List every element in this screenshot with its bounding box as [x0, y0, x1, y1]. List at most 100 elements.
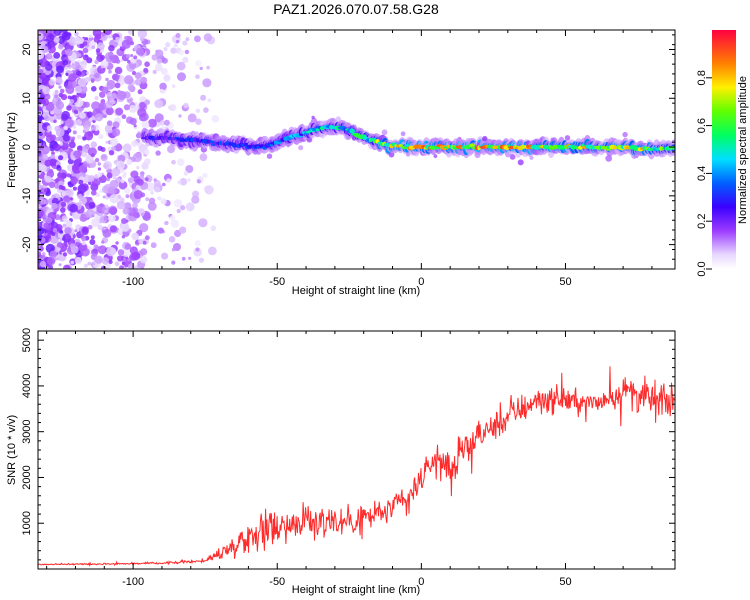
spectrogram-noise-blob [178, 114, 182, 118]
spectrogram-noise-blob [65, 85, 75, 94]
spectrogram-noise-blob [90, 141, 98, 148]
spectrogram-noise-blob [71, 139, 75, 143]
spectrogram-noise-blob [45, 53, 53, 60]
spectrogram-noise-blob [38, 106, 43, 112]
spectrogram-noise-blob [176, 61, 186, 71]
spectrogram-noise-blob [109, 137, 119, 147]
spectrogram-noise-blob [58, 263, 62, 267]
spectrogram-noise-blob [96, 54, 104, 62]
spectrogram-noise-blob [120, 179, 125, 184]
spectrogram-noise-blob [81, 151, 88, 158]
spectrogram-noise-blob [174, 43, 178, 48]
spectrogram-noise-blob [188, 256, 192, 260]
spectrogram-noise-blob [134, 72, 142, 80]
spectrogram-noise-blob [187, 178, 191, 182]
spectrogram-noise-blob [72, 60, 76, 64]
spectrogram-noise-blob [46, 217, 53, 224]
spectrogram-noise-blob [154, 99, 164, 109]
spectrogram-noise-blob [72, 130, 77, 135]
spectrogram-noise-blob [65, 48, 73, 57]
spectrogram-noise-blob [129, 41, 135, 46]
spectrogram-noise-blob [39, 260, 47, 268]
spectrogram-noise-blob [81, 236, 87, 242]
spectrogram-noise-blob [106, 177, 110, 182]
snr-xtick-label: -50 [269, 576, 285, 588]
spectrogram-noise-blob [116, 200, 126, 210]
spectrogram-noise-blob [38, 181, 41, 185]
spectrogram-noise-blob [106, 120, 113, 126]
spectrogram-noise-blob [114, 261, 120, 267]
spectrogram-noise-blob [70, 260, 75, 265]
spectrogram-noise-blob [203, 33, 213, 42]
spectrogram-noise-blob [57, 164, 61, 169]
spectrogram-noise-blob [70, 155, 76, 161]
spectrogram-noise-blob [121, 39, 131, 49]
spectrogram-noise-blob [48, 79, 56, 86]
spectrogram-noise-blob [42, 214, 46, 218]
spectrogram-noise-blob [195, 60, 202, 67]
spectrogram-noise-blob [40, 165, 47, 172]
snr-xlabel: Height of straight line (km) [292, 584, 420, 596]
spectrogram-noise-blob [185, 202, 195, 212]
spectrogram-noise-blob [103, 30, 112, 36]
spectrogram-noise-blob [58, 184, 64, 190]
snr-xtick-label: 50 [559, 576, 571, 588]
spectrogram-noise-blob [155, 49, 164, 58]
spectrogram-noise-blob [83, 263, 88, 268]
spectrogram-noise-blob [65, 220, 72, 226]
spectrogram-noise-blob [208, 246, 217, 256]
spectrogram-noise-blob [108, 259, 113, 265]
spectrogram-noise-blob [105, 77, 109, 82]
spectrogram-noise-blob [43, 221, 52, 230]
spectrogram-noise-blob [84, 131, 94, 141]
spectrogram-noise-blob [77, 184, 87, 194]
spectrogram-noise-blob [124, 187, 131, 194]
spectrogram-noise-blob [171, 260, 176, 265]
spectrogram-ridge-halo [509, 154, 516, 160]
spectrogram-noise-blob [103, 163, 109, 169]
spectrogram-xtick-label: 0 [418, 276, 424, 288]
spectrogram-noise-blob [72, 163, 80, 171]
colorbar-tick-label: 0.0 [696, 261, 708, 276]
spectrogram-noise-blob [60, 201, 66, 208]
spectrogram-noise-blob [62, 223, 67, 228]
spectrogram-noise-blob [122, 207, 130, 215]
spectrogram-ytick-label: 10 [21, 92, 33, 104]
spectrogram-noise-blob [118, 180, 128, 190]
spectrogram-noise-blob [100, 265, 107, 269]
spectrogram-noise-blob [112, 121, 120, 129]
spectrogram-noise-blob [74, 229, 78, 233]
spectrogram-noise-blob [117, 154, 126, 163]
snr-xtick-label: 0 [418, 576, 424, 588]
spectrogram-noise-blob [177, 158, 185, 166]
spectrogram-noise-blob [44, 146, 51, 153]
spectrogram-noise-blob [64, 118, 74, 128]
spectrogram-noise-blob [170, 47, 177, 54]
spectrogram-noise-blob [53, 119, 57, 124]
spectrogram-ytick-label: 20 [21, 43, 33, 55]
spectrogram-noise-blob [144, 235, 150, 241]
spectrogram-noise-blob [108, 150, 115, 156]
spectrogram-noise-blob [97, 245, 107, 255]
spectrogram-noise-blob [134, 78, 142, 86]
spectrogram-noise-blob [163, 119, 170, 126]
spectrogram-noise-blob [88, 201, 96, 209]
spectrogram-noise-blob [50, 221, 59, 229]
spectrogram-noise-blob [41, 98, 50, 106]
spectrogram-noise-blob [69, 243, 76, 250]
spectrogram-noise-blob [50, 154, 56, 160]
figure-title: PAZ1.2026.070.07.58.G28 [273, 1, 439, 17]
spectrogram-noise-blob [179, 177, 188, 186]
spectrogram-noise-blob [175, 33, 181, 38]
spectrogram-noise-blob [106, 246, 116, 257]
spectrogram-noise-blob [60, 120, 64, 125]
spectrogram-noise-blob [141, 120, 150, 129]
spectrogram-noise-blob [56, 65, 64, 74]
spectrogram-noise-blob [173, 199, 183, 208]
spectrogram-noise-blob [115, 59, 121, 64]
spectrogram-noise-blob [131, 232, 140, 241]
spectrogram-noise-blob [121, 114, 127, 120]
spectrogram-noise-blob [127, 84, 135, 91]
spectrogram-noise-blob [53, 36, 60, 43]
spectrogram-noise-blob [109, 207, 118, 215]
